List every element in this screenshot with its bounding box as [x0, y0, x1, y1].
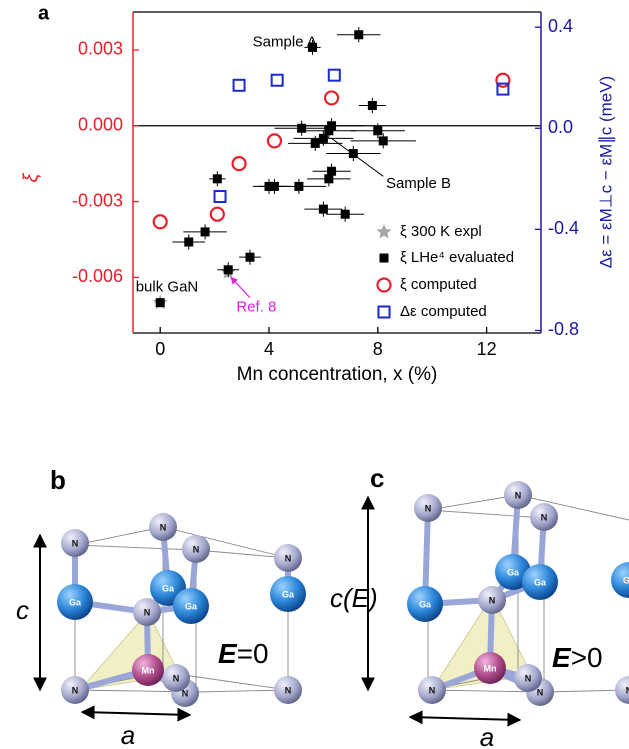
annotation: Sample B [386, 175, 451, 192]
annotation: Ref. 8 [236, 299, 276, 316]
atom-label: Mn [142, 665, 155, 675]
atom-label: N [285, 685, 292, 695]
legend-label: ξ 300 K expl [400, 223, 482, 240]
atom-label: N [72, 538, 79, 548]
field-symbol: E [218, 638, 238, 669]
atom-label: N [173, 673, 180, 683]
field-label: E>0 [552, 642, 603, 673]
field-relation: =0 [237, 638, 269, 669]
square-marker [294, 182, 303, 191]
field-relation: >0 [571, 642, 603, 673]
a-label: a [480, 722, 494, 749]
y-tick-label: 0.003 [78, 39, 123, 59]
field-symbol: E [552, 642, 572, 673]
atom-label: N [72, 685, 79, 695]
square-marker [380, 254, 389, 263]
atom-label: Ga [623, 575, 629, 585]
atom-label: N [429, 685, 436, 695]
atom-label: Ga [162, 583, 175, 593]
pointer [332, 138, 384, 176]
square-marker [297, 124, 306, 133]
circle-marker [233, 157, 246, 170]
y2-tick-label: -0.8 [548, 319, 579, 339]
y-axis-label: ξ [20, 172, 42, 182]
open-square-marker [379, 307, 390, 318]
annotation: bulk GaN [136, 278, 199, 295]
a-label: a [121, 720, 135, 749]
annotation: Sample A [253, 33, 317, 50]
square-marker [311, 139, 320, 148]
x-tick-label: 8 [373, 339, 383, 359]
atom-label: N [425, 503, 432, 513]
square-marker [224, 265, 233, 274]
square-marker [213, 174, 222, 183]
pointer [231, 277, 250, 297]
atom-label: Ga [185, 601, 198, 611]
field-label: E=0 [218, 638, 269, 669]
open-square-marker [215, 191, 226, 202]
circle-marker [154, 215, 167, 228]
y-tick-label: -0.003 [72, 190, 123, 210]
open-square-marker [272, 75, 283, 86]
square-marker [319, 134, 328, 143]
atom-label: Ga [282, 589, 295, 599]
c-label: c [16, 595, 29, 625]
atom-label: Mn [484, 663, 497, 673]
panel-label: c [370, 463, 384, 493]
square-marker [379, 136, 388, 145]
panel-label: a [38, 2, 50, 24]
atom-label: N [515, 490, 522, 500]
atom-label: N [193, 544, 200, 554]
square-marker [319, 205, 328, 214]
square-marker [354, 30, 363, 39]
atom-label: Ga [534, 577, 547, 587]
y-tick-label: 0.000 [78, 114, 123, 134]
legend-label: ξ LHe⁴ evaluated [400, 249, 514, 266]
atom-label: N [144, 607, 151, 617]
y2-tick-label: 0.4 [548, 16, 573, 36]
atom-label: N [525, 673, 532, 683]
atom-label: N [160, 522, 167, 532]
square-marker [368, 101, 377, 110]
atom-label: N [489, 595, 496, 605]
atom-label: N [541, 512, 548, 522]
square-marker [341, 210, 350, 219]
a-arrow [410, 717, 520, 720]
open-square-marker [329, 70, 340, 81]
open-square-marker [234, 80, 245, 91]
panel-label: b [50, 465, 66, 495]
legend-label: Δε computed [400, 303, 487, 320]
y2-axis-label: Δε = εM⊥c − εM∥c (meV) [596, 76, 615, 268]
circle-marker [378, 279, 391, 292]
y2-tick-label: 0.0 [548, 117, 573, 137]
circle-marker [325, 91, 338, 104]
atom-label: N [285, 553, 292, 563]
atom-label: N [537, 687, 544, 697]
atom-label: Ga [69, 597, 82, 607]
atom-label: Ga [419, 599, 432, 609]
square-marker [373, 126, 382, 135]
circle-marker [268, 134, 281, 147]
x-tick-label: 12 [477, 339, 497, 359]
legend-label: ξ computed [400, 276, 477, 293]
y-tick-label: -0.006 [72, 266, 123, 286]
figure: a 0 4 8 12 0.003 0.000 -0.003 -0.006 0.4 0.0 -0.4 -0… [0, 0, 629, 749]
square-marker [184, 238, 193, 247]
x-axis-label: Mn concentration, x (%) [237, 364, 438, 385]
x-tick-label: 4 [264, 339, 274, 359]
square-marker [245, 253, 254, 262]
square-marker [201, 227, 210, 236]
c-label: c(E) [330, 583, 378, 613]
a-arrow [82, 712, 190, 715]
atom-label: Ga [507, 567, 520, 577]
square-marker [324, 174, 333, 183]
circle-marker [211, 208, 224, 221]
square-marker [156, 298, 165, 307]
y2-tick-label: -0.4 [548, 218, 579, 238]
star-marker [376, 224, 391, 239]
x-tick-label: 0 [155, 339, 165, 359]
